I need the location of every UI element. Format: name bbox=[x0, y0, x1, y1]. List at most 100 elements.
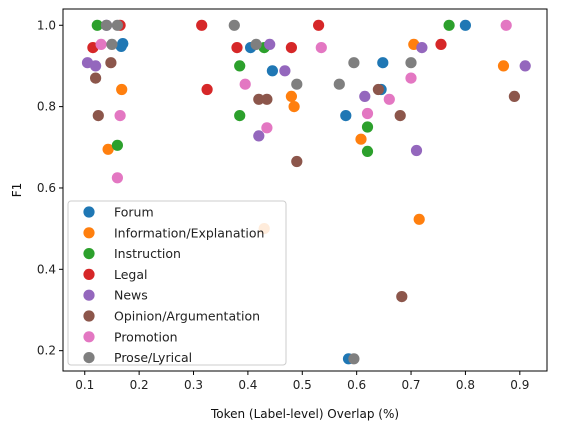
point-5-7 bbox=[394, 110, 406, 122]
point-0-8 bbox=[115, 40, 127, 53]
point-2-6 bbox=[361, 145, 374, 157]
point-5-9 bbox=[508, 90, 520, 102]
point-1-4 bbox=[288, 101, 300, 113]
point-3-4 bbox=[231, 42, 243, 54]
point-4-3 bbox=[253, 130, 265, 142]
point-1-5 bbox=[355, 133, 367, 145]
point-2-0 bbox=[91, 19, 103, 31]
point-5-3 bbox=[253, 93, 265, 105]
point-4-4 bbox=[264, 38, 276, 51]
point-1-3 bbox=[285, 90, 297, 102]
point-2-3 bbox=[234, 110, 246, 122]
point-5-4 bbox=[261, 93, 273, 105]
point-4-6 bbox=[359, 90, 371, 102]
point-5-6 bbox=[372, 83, 384, 96]
legend-label-4: News bbox=[114, 288, 148, 303]
data-points bbox=[81, 19, 531, 365]
legend-label-7: Prose/Lyrical bbox=[114, 350, 192, 365]
y-tick-label-3: 0.8 bbox=[37, 100, 56, 114]
point-6-8 bbox=[405, 72, 417, 84]
point-7-0 bbox=[100, 19, 113, 31]
legend-marker-5 bbox=[83, 310, 95, 322]
y-axis-ticks: 0.2 0.4 0.6 0.8 1.0 bbox=[37, 18, 63, 358]
point-1-8 bbox=[497, 60, 510, 72]
x-tick-label-2: 0.3 bbox=[184, 378, 203, 392]
point-0-6 bbox=[377, 57, 389, 69]
legend-label-2: Instruction bbox=[114, 246, 181, 261]
point-4-7 bbox=[410, 144, 423, 157]
x-tick-label-3: 0.4 bbox=[238, 378, 257, 392]
point-2-1 bbox=[111, 139, 123, 151]
legend-label-1: Information/Explanation bbox=[114, 225, 264, 240]
y-tick-label-2: 0.6 bbox=[37, 181, 56, 195]
x-tick-label-0: 0.1 bbox=[75, 378, 94, 392]
x-tick-label-1: 0.2 bbox=[130, 378, 149, 392]
y-tick-label-0: 0.2 bbox=[37, 344, 56, 358]
point-7-8 bbox=[348, 353, 360, 365]
point-6-4 bbox=[261, 122, 273, 134]
legend-marker-1 bbox=[83, 227, 95, 239]
point-3-7 bbox=[435, 38, 447, 51]
point-5-5 bbox=[291, 155, 303, 168]
legend-label-6: Promotion bbox=[114, 329, 178, 344]
point-7-4 bbox=[250, 38, 262, 51]
legend-label-3: Legal bbox=[114, 267, 148, 282]
legend-marker-3 bbox=[83, 268, 95, 280]
point-1-0 bbox=[102, 143, 114, 155]
point-7-7 bbox=[348, 57, 360, 69]
x-tick-label-6: 0.7 bbox=[401, 378, 420, 392]
x-tick-label-8: 0.9 bbox=[510, 378, 529, 392]
point-6-6 bbox=[361, 107, 374, 120]
point-7-2 bbox=[111, 19, 123, 31]
point-4-5 bbox=[279, 65, 291, 77]
point-6-5 bbox=[315, 42, 327, 54]
legend-marker-0 bbox=[83, 206, 95, 218]
point-6-9 bbox=[500, 19, 512, 31]
point-1-1 bbox=[116, 83, 128, 96]
point-4-9 bbox=[519, 60, 531, 72]
point-6-3 bbox=[239, 78, 251, 90]
y-axis-label: F1 bbox=[10, 183, 24, 198]
point-6-7 bbox=[383, 93, 395, 105]
point-6-0 bbox=[95, 38, 107, 51]
x-tick-label-5: 0.6 bbox=[347, 378, 366, 392]
point-5-2 bbox=[105, 57, 117, 69]
x-tick-label-7: 0.8 bbox=[456, 378, 475, 392]
point-5-8 bbox=[396, 291, 408, 303]
point-7-6 bbox=[333, 78, 345, 90]
y-tick-label-1: 0.4 bbox=[37, 262, 56, 276]
point-5-1 bbox=[92, 110, 104, 122]
legend: Forum Information/Explanation Instruction L… bbox=[67, 200, 287, 366]
legend-marker-7 bbox=[83, 352, 95, 364]
legend-box bbox=[67, 200, 287, 366]
legend-marker-2 bbox=[83, 248, 95, 260]
point-3-2 bbox=[196, 19, 208, 31]
point-7-9 bbox=[405, 57, 417, 69]
y-tick-label-4: 1.0 bbox=[37, 18, 56, 32]
point-5-0 bbox=[90, 72, 102, 84]
point-3-5 bbox=[285, 42, 297, 54]
point-3-6 bbox=[313, 19, 325, 31]
plot-frame bbox=[62, 8, 548, 372]
point-0-2 bbox=[266, 65, 278, 77]
x-axis-label: Token (Label-level) Overlap (%) bbox=[210, 407, 399, 421]
point-7-5 bbox=[291, 78, 303, 90]
x-tick-label-4: 0.5 bbox=[293, 378, 312, 392]
point-2-5 bbox=[361, 121, 374, 133]
point-4-1 bbox=[90, 60, 102, 72]
point-6-1 bbox=[111, 172, 123, 184]
point-2-7 bbox=[443, 19, 455, 31]
legend-marker-4 bbox=[83, 289, 95, 301]
point-1-7 bbox=[413, 213, 425, 225]
point-0-3 bbox=[340, 110, 352, 122]
point-4-8 bbox=[416, 42, 428, 54]
point-7-1 bbox=[106, 38, 118, 51]
point-3-3 bbox=[201, 83, 213, 96]
point-6-2 bbox=[114, 110, 126, 122]
legend-label-0: Forum bbox=[114, 205, 154, 220]
point-2-2 bbox=[234, 60, 246, 72]
point-0-7 bbox=[459, 19, 471, 31]
x-axis-ticks: 0.1 0.2 0.3 0.4 0.5 0.6 0.7 0.8 0.9 bbox=[75, 371, 529, 392]
legend-label-5: Opinion/Argumentation bbox=[114, 309, 260, 324]
